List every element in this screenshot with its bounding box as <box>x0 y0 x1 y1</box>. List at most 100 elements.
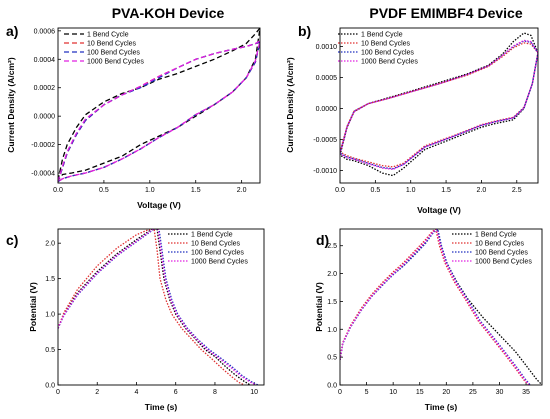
x-tick-label: 4 <box>135 389 139 396</box>
x-tick-label: 0 <box>56 389 60 396</box>
x-tick-label: 15 <box>416 389 424 396</box>
legend-label: 10 Bend Cycles <box>191 241 241 248</box>
series-line-2 <box>58 229 245 385</box>
legend-label: 10 Bend Cycles <box>361 41 411 48</box>
y-tick-label: 0.0004 <box>34 57 56 64</box>
y-tick-label: 1.0 <box>327 327 337 334</box>
legend-label: 100 Bend Cycles <box>87 50 140 57</box>
legend-label: 1 Bend Cycle <box>191 232 233 239</box>
legend: 1 Bend Cycle 10 Bend Cycles 100 Bend Cycle… <box>452 232 532 266</box>
y-tick-label: 1.0 <box>45 312 55 319</box>
plot-frame <box>339 27 539 184</box>
series-line-2 <box>340 42 538 168</box>
legend: 1 Bend Cycle 10 Bend Cycles 100 Bend Cycle… <box>338 32 418 66</box>
legend-label: 1000 Bend Cycles <box>475 259 532 266</box>
x-tick-label: 30 <box>496 389 504 396</box>
legend: 1 Bend Cycle 10 Bend Cycles 100 Bend Cycle… <box>64 32 144 66</box>
y-tick-label: 2.0 <box>45 241 55 248</box>
x-tick-label: 1.5 <box>191 187 201 194</box>
x-tick-label: 2.0 <box>477 187 487 194</box>
legend-label: 100 Bend Cycles <box>191 250 244 257</box>
y-tick-label: 1.5 <box>45 276 55 283</box>
series-line-4 <box>58 229 257 385</box>
legend-label: 1 Bend Cycle <box>87 32 129 39</box>
x-tick-label: 0.0 <box>335 187 345 194</box>
y-tick-label: 0.5 <box>327 355 337 362</box>
y-tick-label: 0.0 <box>327 383 337 390</box>
y-tick-label: 2.0 <box>327 271 337 278</box>
legend-label: 1000 Bend Cycles <box>191 259 248 266</box>
chart-title: PVDF EMIMBF4 Device <box>369 5 522 21</box>
x-axis-label: Voltage (V) <box>137 200 181 210</box>
x-tick-label: 2.5 <box>512 187 522 194</box>
y-tick-label: 2.5 <box>327 243 337 250</box>
legend-label: 1000 Bend Cycles <box>87 59 144 66</box>
legend-label: 1000 Bend Cycles <box>361 59 418 66</box>
legend-label: 100 Bend Cycles <box>475 250 528 257</box>
series-group <box>58 229 259 385</box>
x-tick-label: 35 <box>522 389 530 396</box>
plot-frame <box>339 228 543 386</box>
y-tick-label: 0.0002 <box>34 85 56 92</box>
series-group <box>340 32 538 177</box>
x-tick-label: 1.5 <box>441 187 451 194</box>
x-tick-label: 2.0 <box>237 187 247 194</box>
legend-label: 1 Bend Cycle <box>361 32 403 39</box>
x-tick-label: 1.0 <box>145 187 155 194</box>
legend: 1 Bend Cycle 10 Bend Cycles 100 Bend Cycle… <box>168 232 248 266</box>
x-axis-label: Time (s) <box>145 402 178 412</box>
x-tick-label: 0.5 <box>99 187 109 194</box>
y-axis-label: Current Density (A/cm²) <box>285 57 295 153</box>
y-tick-label: 0.0000 <box>316 106 338 113</box>
x-tick-label: 1.0 <box>406 187 416 194</box>
y-tick-label: 1.5 <box>327 299 337 306</box>
x-tick-label: 5 <box>365 389 369 396</box>
series-line-4 <box>340 39 538 171</box>
x-tick-label: 20 <box>442 389 450 396</box>
plot-frame <box>57 228 265 386</box>
panel-d: d) 0 5 10 15 20 25 30 35 0.0 0.5 1.0 1.5 2.0 2.5 Time (… <box>314 228 543 412</box>
panel-label: b) <box>298 23 311 39</box>
y-tick-label: -0.0010 <box>313 168 337 175</box>
y-tick-label: -0.0005 <box>313 137 337 144</box>
x-tick-label: 0.0 <box>53 187 63 194</box>
x-tick-label: 10 <box>389 389 397 396</box>
y-axis-label: Potential (V) <box>28 282 38 332</box>
y-tick-label: 0.0010 <box>316 44 338 51</box>
legend-label: 10 Bend Cycles <box>87 41 137 48</box>
y-tick-label: 0.5 <box>45 347 55 354</box>
chart-title: PVA-KOH Device <box>112 5 225 21</box>
y-tick-label: -0.0002 <box>31 142 55 149</box>
panel-label: a) <box>6 23 18 39</box>
y-tick-label: 0.0 <box>45 383 55 390</box>
y-tick-label: 0.0005 <box>316 75 338 82</box>
legend-label: 100 Bend Cycles <box>361 50 414 57</box>
series-line-1 <box>58 229 251 385</box>
y-axis-label: Current Density (A/cm²) <box>6 57 16 153</box>
x-tick-label: 25 <box>469 389 477 396</box>
panel-label: d) <box>316 232 329 248</box>
panel-b: PVDF EMIMBF4 Device b) 0.0 0.5 1.0 1.5 2.0 2.5 -… <box>285 5 539 215</box>
y-tick-label: 0.0006 <box>34 28 56 35</box>
legend-label: 1 Bend Cycle <box>475 232 517 239</box>
panel-label: c) <box>6 232 18 248</box>
x-tick-label: 0 <box>338 389 342 396</box>
x-axis-label: Voltage (V) <box>417 205 461 215</box>
y-axis-label: Potential (V) <box>314 282 324 332</box>
panel-c: c) 0 2 4 6 8 10 0.0 0.5 1.0 1.5 2.0 Time (s) Potentia… <box>6 228 265 412</box>
plot-frame <box>57 27 261 184</box>
x-tick-label: 10 <box>250 389 258 396</box>
series-group <box>58 28 260 183</box>
x-tick-label: 0.5 <box>370 187 380 194</box>
series-line-4 <box>340 229 530 385</box>
y-tick-label: 0.0000 <box>34 114 56 121</box>
x-axis-label: Time (s) <box>425 402 458 412</box>
legend-label: 10 Bend Cycles <box>475 241 525 248</box>
y-tick-label: -0.0004 <box>31 171 55 178</box>
panel-a: PVA-KOH Device a) 0.0 0.5 1.0 1.5 2.0 -0.0004 -0… <box>6 5 261 210</box>
x-tick-label: 6 <box>174 389 178 396</box>
x-tick-label: 2 <box>95 389 99 396</box>
x-tick-label: 8 <box>213 389 217 396</box>
series-line-1 <box>58 28 260 181</box>
